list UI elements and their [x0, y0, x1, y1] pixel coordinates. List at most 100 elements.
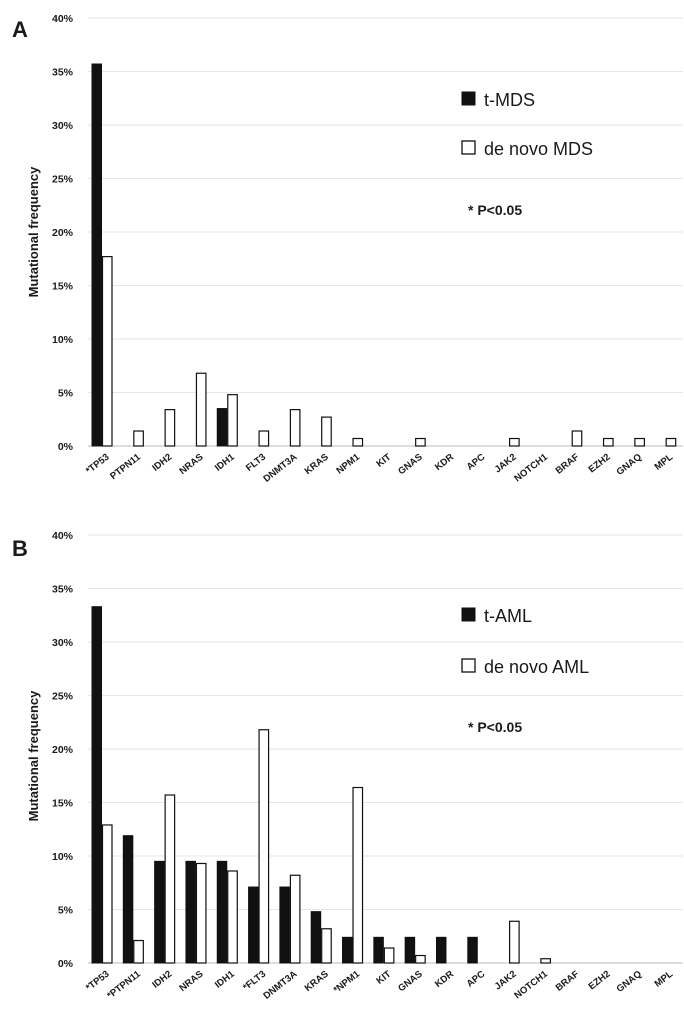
- bar-solid-kras: [310, 911, 322, 964]
- bar-open-gnaq: [634, 437, 645, 447]
- bar-open-flt3: [258, 430, 270, 447]
- y-tick-label: 10%: [52, 334, 74, 346]
- x-tick-label: KIT: [375, 452, 394, 470]
- x-tick-label: *NPM1: [332, 968, 363, 996]
- x-tick-label: *PTPN11: [105, 968, 143, 1001]
- legend-swatch-open: [461, 658, 476, 673]
- bar-open-npm1: [352, 786, 364, 964]
- bar-solid-dnmt3a: [279, 886, 290, 964]
- x-tick-label: APC: [465, 969, 488, 990]
- panel-letter-b: B: [12, 536, 28, 561]
- x-tick-label: GNAS: [396, 452, 424, 478]
- x-tick-label: APC: [465, 452, 488, 473]
- x-tick-label: BRAF: [554, 969, 582, 994]
- bar-open-dnmt3a: [289, 874, 301, 964]
- x-tick-label: GNAQ: [615, 452, 644, 478]
- x-tick-label: KRAS: [303, 452, 331, 477]
- bar-solid-idh1: [216, 860, 228, 964]
- bar-open-ptpn11: [133, 939, 144, 964]
- x-tick-label: IDH1: [213, 968, 237, 990]
- x-tick-label: NOTCH1: [512, 451, 550, 484]
- bar-solid-tp53: [91, 606, 102, 964]
- x-tick-label: IDH2: [150, 452, 174, 474]
- bar-open-mpl: [665, 437, 677, 447]
- bar-open-kras: [321, 928, 332, 964]
- bar-open-gnas: [415, 437, 426, 447]
- x-tick-label: IDH2: [150, 969, 174, 991]
- x-tick-label: JAK2: [493, 452, 519, 476]
- legend-label-series-1: t-MDS: [484, 90, 535, 110]
- legend: t-MDS de novo MDS * P<0.05: [461, 90, 593, 218]
- bar-solid-apc: [467, 936, 478, 964]
- panel-letter-a: A: [12, 17, 28, 42]
- bar-open-kit: [383, 947, 395, 964]
- bar-open-flt3: [258, 729, 270, 964]
- x-tick-label: GNAQ: [615, 969, 644, 995]
- x-tick-label: BRAF: [554, 452, 582, 477]
- x-tick-label: GNAS: [396, 969, 424, 995]
- legend-swatch-solid: [461, 91, 476, 106]
- y-tick-label: 15%: [52, 798, 74, 810]
- bar-open-jak2: [509, 920, 520, 964]
- bar-open-ezh2: [602, 437, 614, 447]
- y-axis-label: Mutational frequency: [26, 166, 41, 298]
- x-tick-label: MPL: [653, 452, 676, 473]
- bar-open-npm1: [352, 437, 364, 447]
- legend-label-series-2: de novo MDS: [484, 139, 593, 159]
- y-tick-labels: 0% 5% 10% 15% 20% 25% 30% 35% 40%: [52, 13, 74, 453]
- y-tick-label: 20%: [52, 744, 74, 756]
- bar-open-idh1: [227, 394, 238, 447]
- bar-solid-gnas: [404, 936, 416, 964]
- x-tick-label: KDR: [433, 969, 456, 990]
- bar-open-tp53: [101, 256, 113, 447]
- bars: [91, 63, 677, 447]
- gridlines: [88, 17, 683, 447]
- bar-open-gnas: [415, 954, 426, 964]
- y-tick-label: 10%: [52, 851, 74, 863]
- significance-note: * P<0.05: [468, 202, 522, 218]
- bar-solid-nras: [185, 860, 196, 964]
- x-tick-label: EZH2: [587, 969, 613, 993]
- bar-open-nras: [195, 862, 207, 964]
- x-tick-label: MPL: [653, 969, 676, 990]
- significance-note: * P<0.05: [468, 719, 522, 735]
- gridlines: [88, 534, 683, 964]
- bar-open-nras: [195, 372, 207, 447]
- chart-panel-b: B Mutational frequency 0% 5% 10% 15% 20% 25% 3…: [12, 530, 683, 1002]
- y-tick-label: 15%: [52, 281, 74, 293]
- bar-open-dnmt3a: [289, 409, 301, 447]
- legend: t-AML de novo AML * P<0.05: [461, 606, 589, 735]
- x-tick-label: KDR: [433, 452, 456, 473]
- y-tick-label: 35%: [52, 584, 74, 596]
- legend-swatch-open: [461, 140, 476, 155]
- y-tick-label: 5%: [58, 905, 74, 917]
- x-tick-label: DNMT3A: [261, 452, 299, 485]
- bar-open-braf: [571, 430, 583, 447]
- x-tick-label: FLT3: [244, 452, 268, 474]
- x-tick-label: NRAS: [177, 969, 205, 994]
- bar-open-idh1: [227, 870, 238, 964]
- legend-swatch-solid: [461, 607, 476, 622]
- bar-open-ptpn11: [133, 430, 144, 447]
- y-tick-label: 0%: [58, 958, 74, 970]
- bar-solid-npm1: [342, 936, 353, 964]
- legend-label-series-1: t-AML: [484, 606, 532, 626]
- x-tick-label: NPM1: [334, 451, 362, 476]
- bar-open-notch1: [540, 958, 552, 964]
- x-tick-label: NOTCH1: [512, 968, 550, 1001]
- y-tick-label: 40%: [52, 530, 74, 542]
- bar-solid-tp53: [91, 63, 102, 447]
- legend-label-series-2: de novo AML: [484, 657, 589, 677]
- bar-solid-kdr: [435, 936, 447, 964]
- bar-solid-idh2: [154, 860, 165, 964]
- y-tick-label: 30%: [52, 120, 74, 132]
- bar-solid-idh1: [216, 408, 228, 447]
- chart-panel-a: A Mutational frequency 0% 5% 10% 15% 20% 25% 3…: [12, 13, 683, 485]
- y-tick-labels: 0% 5% 10% 15% 20% 25% 30% 35% 40%: [52, 530, 74, 970]
- x-tick-label: JAK2: [493, 969, 519, 993]
- bar-solid-kit: [373, 936, 384, 964]
- y-tick-label: 5%: [58, 388, 74, 400]
- bar-solid-ptpn11: [122, 835, 134, 964]
- y-axis-label: Mutational frequency: [26, 690, 41, 822]
- x-tick-label: KIT: [375, 969, 394, 987]
